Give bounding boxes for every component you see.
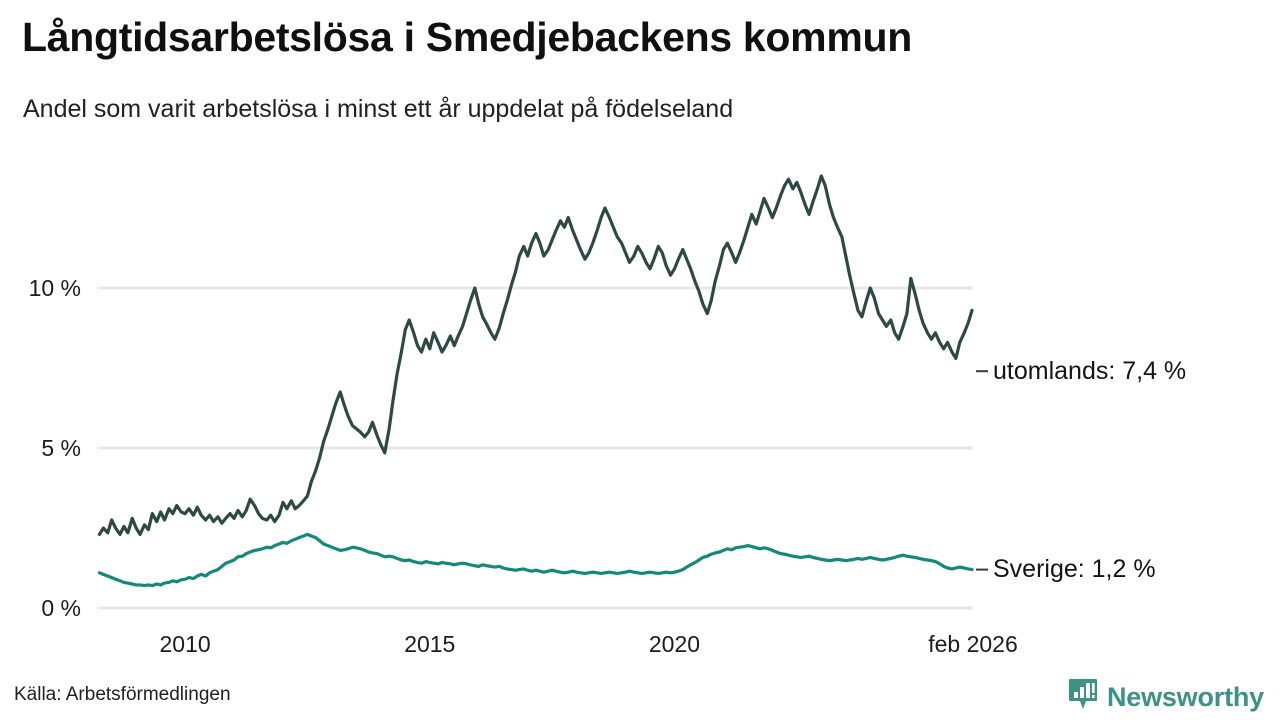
y-axis-tick-label: 0 % bbox=[41, 595, 81, 621]
x-axis-tick-label: 2020 bbox=[649, 631, 700, 657]
y-axis-tick-label: 5 % bbox=[41, 435, 81, 461]
series-line-sverige bbox=[97, 532, 974, 588]
bar-chart-bubble-icon bbox=[1068, 678, 1098, 717]
page-title: Långtidsarbetslösa i Smedjebackens kommu… bbox=[22, 14, 912, 60]
x-axis-labels-group: 2010 2015 2020 feb 2026 bbox=[160, 631, 1018, 657]
page-subtitle: Andel som varit arbetslösa i minst ett å… bbox=[23, 95, 734, 123]
source-note: Källa: Arbetsförmedlingen bbox=[14, 684, 231, 705]
series-lines-group bbox=[97, 174, 974, 588]
x-axis-tick-label: 2010 bbox=[160, 631, 211, 657]
series-annotation-sverige: Sverige: 1,2 % bbox=[993, 555, 1156, 583]
y-axis-labels-group: 0 % 5 % 10 % bbox=[29, 275, 81, 621]
series-annotation-utomlands: utomlands: 7,4 % bbox=[993, 357, 1186, 385]
gridlines-group bbox=[97, 286, 973, 610]
y-axis-tick-label: 10 % bbox=[29, 275, 81, 301]
newsworthy-logo: Newsworthy bbox=[1068, 678, 1264, 717]
series-line-utomlands bbox=[97, 174, 974, 537]
series-annotations-group: utomlands: 7,4 % Sverige: 1,2 % bbox=[976, 357, 1186, 583]
x-axis-tick-label: feb 2026 bbox=[928, 631, 1018, 657]
brand-name: Newsworthy bbox=[1106, 682, 1264, 712]
x-axis-tick-label: 2015 bbox=[404, 631, 455, 657]
